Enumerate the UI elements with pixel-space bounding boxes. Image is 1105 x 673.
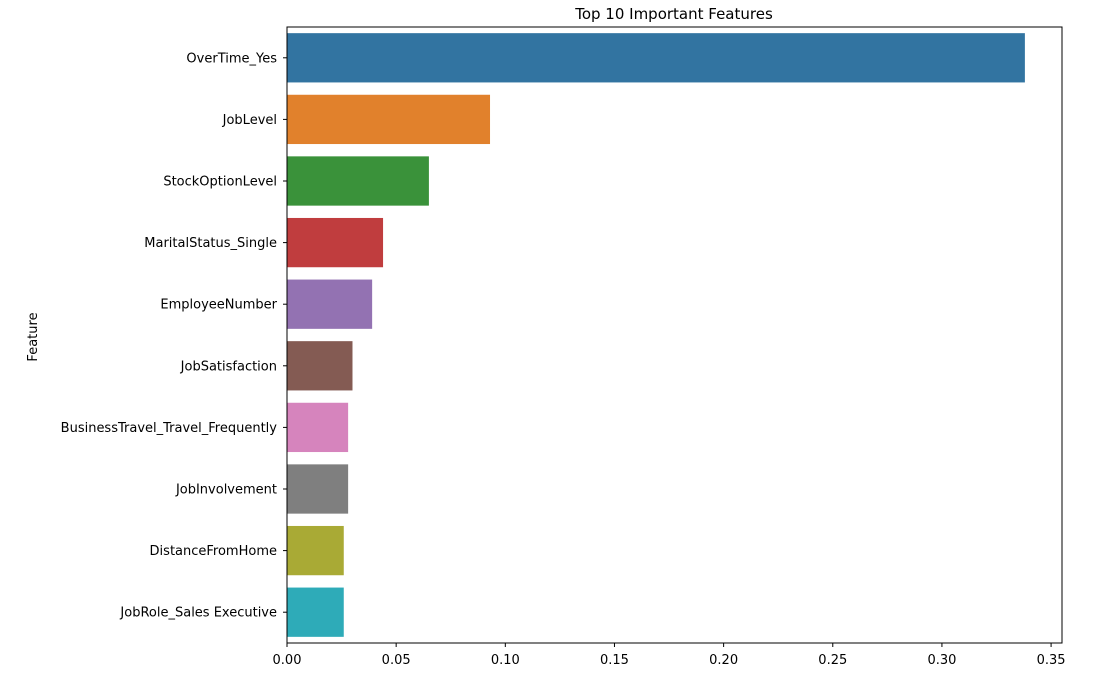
x-tick-label: 0.25 xyxy=(818,653,847,668)
x-tick-label: 0.30 xyxy=(927,653,956,668)
bar xyxy=(287,33,1025,83)
bar xyxy=(287,279,373,329)
bars-group xyxy=(287,33,1025,637)
chart-title: Top 10 Important Features xyxy=(574,5,773,23)
x-tick-label: 0.35 xyxy=(1037,653,1066,668)
x-axis-ticks: 0.00 0.05 0.10 0.15 0.20 0.25 0.30 0.35 xyxy=(273,643,1066,668)
bar xyxy=(287,156,429,206)
bar xyxy=(287,94,491,145)
bar xyxy=(287,525,344,576)
y-tick-label: JobLevel xyxy=(222,113,277,128)
y-tick-label: DistanceFromHome xyxy=(150,544,277,559)
x-tick-label: 0.20 xyxy=(709,653,738,668)
y-tick-label: StockOptionLevel xyxy=(163,175,277,190)
bar xyxy=(287,402,349,453)
x-tick-label: 0.00 xyxy=(273,653,302,668)
y-tick-label: JobRole_Sales Executive xyxy=(119,606,277,621)
bar xyxy=(287,217,384,268)
bar xyxy=(287,341,353,391)
y-tick-label: MaritalStatus_Single xyxy=(144,236,277,251)
x-tick-label: 0.10 xyxy=(491,653,520,668)
y-axis-ticks: OverTime_Yes JobLevel StockOptionLevel Mari… xyxy=(61,51,287,621)
y-tick-label: EmployeeNumber xyxy=(160,298,277,313)
y-tick-label: JobSatisfaction xyxy=(180,359,277,374)
x-tick-label: 0.15 xyxy=(600,653,629,668)
y-axis-label: Feature xyxy=(26,312,41,361)
y-tick-label: BusinessTravel_Travel_Frequently xyxy=(61,421,278,436)
y-tick-label: OverTime_Yes xyxy=(186,51,277,66)
y-tick-label: JobInvolvement xyxy=(175,483,277,498)
plot-area-frame xyxy=(286,26,1063,644)
bar xyxy=(287,587,344,637)
bar xyxy=(287,464,349,514)
x-tick-label: 0.05 xyxy=(382,653,411,668)
